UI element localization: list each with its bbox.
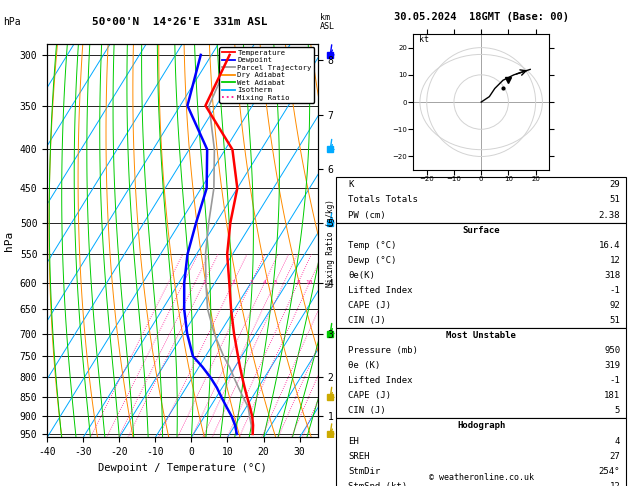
Text: 16.4: 16.4 [599,241,620,250]
Text: 50°00'N  14°26'E  331m ASL: 50°00'N 14°26'E 331m ASL [91,17,267,27]
Text: -1: -1 [610,376,620,385]
Text: 3: 3 [249,280,253,285]
Text: EH: EH [348,436,359,446]
Text: θe (K): θe (K) [348,361,381,370]
Text: 30.05.2024  18GMT (Base: 00): 30.05.2024 18GMT (Base: 00) [394,12,569,22]
Text: 181: 181 [604,391,620,400]
Legend: Temperature, Dewpoint, Parcel Trajectory, Dry Adiabat, Wet Adiabat, Isotherm, Mi: Temperature, Dewpoint, Parcel Trajectory… [220,47,314,103]
Text: 5: 5 [273,280,277,285]
Text: 2.38: 2.38 [599,210,620,220]
Text: 5: 5 [615,406,620,416]
Text: Most Unstable: Most Unstable [446,331,516,340]
Text: 2: 2 [231,280,235,285]
Y-axis label: hPa: hPa [4,230,14,251]
Text: Surface: Surface [462,226,500,235]
Text: 51: 51 [610,195,620,205]
Bar [337,418,626,486]
Text: CAPE (J): CAPE (J) [348,391,391,400]
Text: hPa: hPa [3,17,21,27]
Text: 51: 51 [610,316,620,325]
Text: 12: 12 [610,482,620,486]
Text: 950: 950 [604,346,620,355]
Text: 319: 319 [604,361,620,370]
Text: Hodograph: Hodograph [457,421,505,431]
Text: 1: 1 [202,280,206,285]
Text: 27: 27 [610,451,620,461]
Bar [337,223,626,328]
Text: 318: 318 [604,271,620,280]
Text: Temp (°C): Temp (°C) [348,241,396,250]
Text: StmSpd (kt): StmSpd (kt) [348,482,407,486]
Text: 8: 8 [296,280,300,285]
Text: Lifted Index: Lifted Index [348,376,413,385]
Text: θe(K): θe(K) [348,271,375,280]
Text: Dewp (°C): Dewp (°C) [348,256,396,265]
Text: CAPE (J): CAPE (J) [348,301,391,310]
Text: 254°: 254° [599,467,620,476]
Text: Mixing Ratio (g/kg): Mixing Ratio (g/kg) [326,199,335,287]
Text: 29: 29 [610,180,620,190]
Bar [337,328,626,418]
X-axis label: Dewpoint / Temperature (°C): Dewpoint / Temperature (°C) [98,463,267,473]
Text: K: K [348,180,353,190]
Bar [337,177,626,223]
Text: 4: 4 [615,436,620,446]
Text: CIN (J): CIN (J) [348,406,386,416]
Text: 12: 12 [610,256,620,265]
Text: Lifted Index: Lifted Index [348,286,413,295]
Text: StmDir: StmDir [348,467,381,476]
Text: PW (cm): PW (cm) [348,210,386,220]
Text: 4: 4 [262,280,266,285]
Text: km
ASL: km ASL [320,13,335,31]
Text: SREH: SREH [348,451,370,461]
Text: © weatheronline.co.uk: © weatheronline.co.uk [429,473,533,482]
Text: CIN (J): CIN (J) [348,316,386,325]
Text: 10: 10 [306,280,313,285]
Text: -1: -1 [610,286,620,295]
Text: Totals Totals: Totals Totals [348,195,418,205]
Text: 92: 92 [610,301,620,310]
Text: Pressure (mb): Pressure (mb) [348,346,418,355]
